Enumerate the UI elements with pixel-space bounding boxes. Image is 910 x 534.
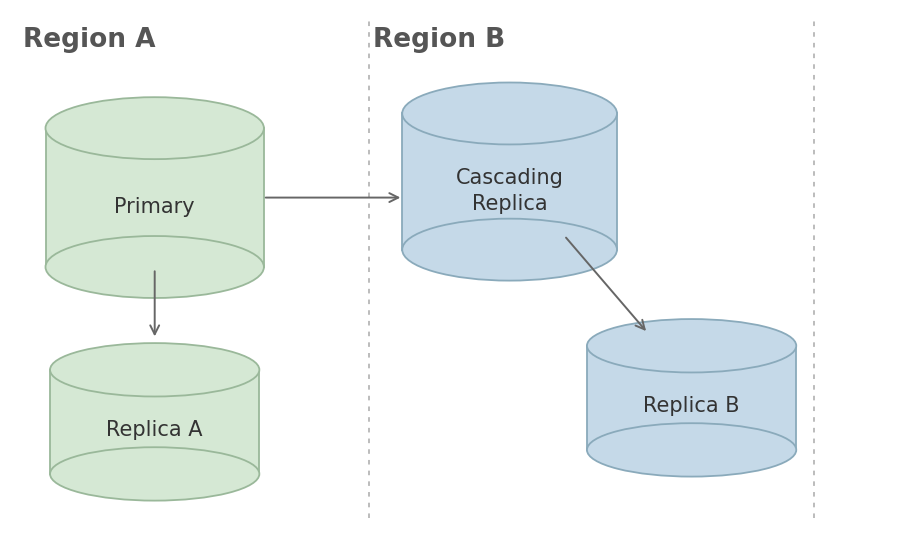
Text: Replica B: Replica B xyxy=(643,396,740,416)
Ellipse shape xyxy=(587,423,796,476)
Ellipse shape xyxy=(46,97,264,159)
Ellipse shape xyxy=(402,82,617,144)
Polygon shape xyxy=(402,113,617,250)
Polygon shape xyxy=(46,128,264,267)
Text: Region B: Region B xyxy=(373,27,505,53)
Polygon shape xyxy=(587,346,796,450)
Text: Primary: Primary xyxy=(115,197,195,217)
Ellipse shape xyxy=(46,236,264,298)
Ellipse shape xyxy=(587,319,796,373)
Ellipse shape xyxy=(50,447,259,501)
Polygon shape xyxy=(50,370,259,474)
Text: Region A: Region A xyxy=(23,27,156,53)
Text: Cascading
Replica: Cascading Replica xyxy=(456,168,563,214)
Ellipse shape xyxy=(402,219,617,281)
Text: Replica A: Replica A xyxy=(106,420,203,440)
Ellipse shape xyxy=(50,343,259,396)
